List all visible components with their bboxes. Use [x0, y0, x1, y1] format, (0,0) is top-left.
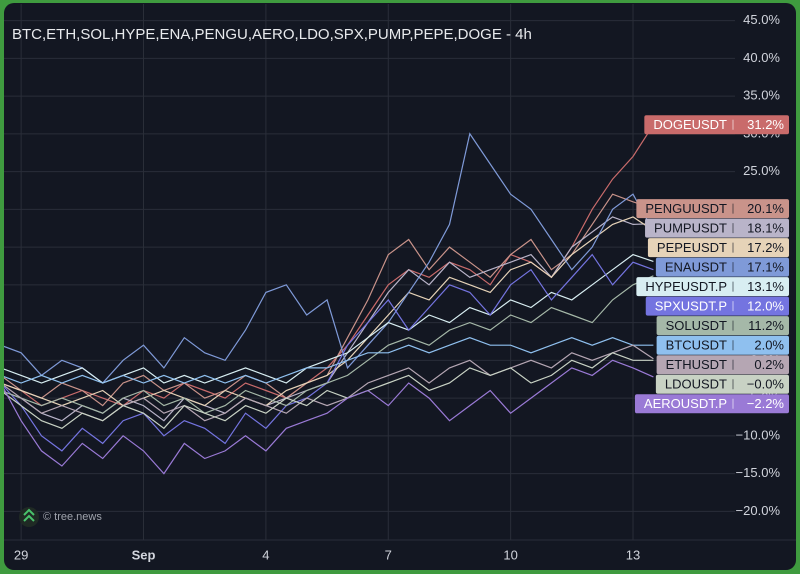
badge-background [655, 257, 789, 277]
series-badge: AEROUSDT.P −2.2% [634, 394, 789, 414]
series-badge: BTCUSDT 2.0% [656, 335, 789, 355]
badge-background [636, 277, 789, 297]
y-tick-label: 40.0% [743, 50, 780, 65]
series-line [4, 359, 654, 475]
value-label: 17.1% [747, 260, 784, 275]
badge-background [645, 218, 789, 238]
series-badge: PEPEUSDT 17.2% [647, 238, 789, 258]
legend-label: PUMPUSDT [654, 221, 727, 236]
badge-background [647, 238, 789, 258]
value-label: −0.0% [747, 377, 785, 392]
value-label: 11.2% [748, 318, 784, 333]
y-tick-label: −15.0% [736, 465, 781, 480]
series-badge: ENAUSDT 17.1% [655, 257, 789, 277]
legend-label: AEROUSDT.P [644, 396, 727, 411]
badge-background [656, 335, 789, 355]
labels: −20.0%−15.0%−10.0%−5.0%0.0%5.0%10.0%15.0… [14, 12, 789, 562]
legend-label: ENAUSDT [665, 260, 727, 275]
series-badge: SPXUSDT.P 12.0% [645, 296, 789, 316]
legend-label: SOLUSDT [666, 318, 727, 333]
legend-label: SPXUSDT.P [655, 299, 727, 314]
value-label: 17.2% [747, 240, 784, 255]
badge-background [655, 374, 789, 394]
series-line [4, 216, 654, 407]
lines [4, 124, 654, 475]
series-line [4, 337, 654, 384]
y-tick-label: −10.0% [736, 427, 781, 442]
chart-background [4, 3, 796, 570]
y-tick-label: 35.0% [743, 88, 780, 103]
value-label: −2.2% [747, 396, 785, 411]
series-badge: PENGUUSDT 20.1% [636, 199, 789, 219]
badge-background [644, 115, 789, 135]
value-label: 18.1% [747, 221, 784, 236]
badge-background [636, 199, 789, 219]
logo-icon [23, 508, 35, 522]
legend-label: ETHUSDT [666, 357, 727, 372]
x-tick-label: 29 [14, 547, 28, 562]
value-label: 2.0% [754, 338, 784, 353]
badge-background [634, 394, 789, 414]
legend-label: BTCUSDT [666, 338, 727, 353]
value-label: 20.1% [747, 201, 784, 216]
series-badge: DOGEUSDT 31.2% [644, 115, 789, 135]
legend-label: LDOUSDT [665, 377, 727, 392]
y-tick-label: 25.0% [743, 163, 780, 178]
series-line [4, 132, 654, 384]
x-tick-label: 7 [385, 547, 392, 562]
x-tick-label: Sep [132, 547, 156, 562]
chart-title: BTC,ETH,SOL,HYPE,ENA,PENGU,AERO,LDO,SPX,… [12, 26, 532, 43]
badge-background [656, 316, 789, 336]
legend-label: HYPEUSDT.P [645, 279, 727, 294]
value-label: 0.2% [754, 357, 784, 372]
legend-label: PEPEUSDT [657, 240, 727, 255]
badge-background [656, 355, 789, 375]
value-label: 13.1% [747, 279, 784, 294]
y-tick-label: 45.0% [743, 12, 780, 27]
series-badge: LDOUSDT −0.0% [655, 374, 789, 394]
series-badge: PUMPUSDT 18.1% [645, 218, 789, 238]
y-tick-label: −20.0% [736, 503, 781, 518]
series-badge: SOLUSDT 11.2% [656, 316, 789, 336]
series-line [4, 352, 654, 430]
series-line [4, 275, 654, 414]
value-label: 31.2% [747, 117, 784, 132]
series-badge: ETHUSDT 0.2% [656, 355, 789, 375]
series-badge: HYPEUSDT.P 13.1% [636, 277, 789, 297]
x-tick-label: 4 [262, 547, 269, 562]
x-tick-label: 10 [503, 547, 517, 562]
x-tick-label: 13 [626, 547, 640, 562]
watermark: © tree.news [43, 511, 102, 523]
value-label: 12.0% [747, 299, 784, 314]
legend-label: PENGUUSDT [645, 201, 727, 216]
legend-label: DOGEUSDT [653, 117, 727, 132]
badge-background [645, 296, 789, 316]
